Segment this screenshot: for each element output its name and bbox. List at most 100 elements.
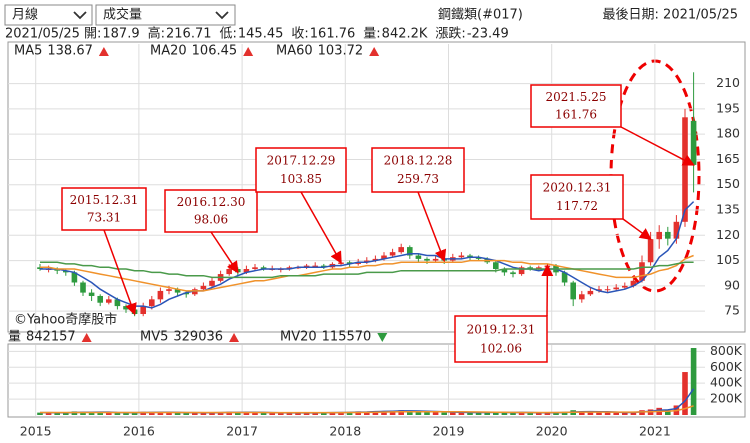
quote-value: 216.71 — [166, 27, 212, 42]
volume-bar — [278, 413, 284, 415]
volume-bar — [45, 412, 52, 415]
period-select[interactable] — [4, 4, 93, 26]
legend-value: 115570 — [322, 330, 372, 345]
x-tick-label: 2015 — [20, 424, 52, 439]
volume-bar — [166, 412, 172, 415]
legend-name: 量 — [8, 330, 21, 345]
candle-body — [398, 247, 404, 253]
candle-body — [63, 270, 69, 273]
mv-line — [40, 388, 695, 414]
candle-body — [587, 290, 594, 295]
annotation-value: 103.85 — [280, 172, 322, 186]
candle-body — [415, 255, 422, 259]
volume-bar — [690, 348, 697, 415]
volume-panel — [7, 343, 746, 418]
candle-body — [518, 267, 525, 275]
volume-bar — [252, 412, 258, 415]
volume-bar — [450, 412, 456, 415]
candle-body — [166, 289, 172, 291]
legend-name: MA60 — [276, 44, 313, 59]
y-tick-label: 195 — [716, 100, 740, 115]
candle-body — [226, 269, 232, 275]
quote-value: 842.2K — [382, 27, 428, 42]
candle-body — [140, 306, 146, 315]
period-text: 月線 — [12, 7, 38, 23]
volume-bar — [63, 412, 69, 415]
watermark: ©Yahoo奇摩股市 — [14, 312, 117, 328]
volume-bar — [346, 411, 353, 415]
candle-body — [389, 252, 396, 256]
ma-line — [40, 254, 694, 292]
annotation-date: 2021.5.25 — [545, 90, 606, 104]
volume-bar — [398, 410, 404, 415]
candle-body — [260, 267, 267, 270]
candle-body — [501, 269, 508, 273]
candle-body — [149, 299, 155, 307]
trend-icon — [229, 333, 240, 342]
y-tick-label: 180 — [716, 126, 740, 141]
annotation-box — [530, 174, 624, 220]
indicator-select[interactable] — [95, 4, 236, 26]
volume-bar — [561, 411, 568, 415]
volume-bar — [579, 411, 585, 415]
volume-bar — [286, 413, 293, 415]
quote-label: 低: — [220, 27, 237, 42]
candle-body — [372, 258, 379, 261]
volume-bar — [217, 412, 224, 415]
volume-bar — [458, 412, 465, 415]
candle-body — [622, 285, 628, 288]
quote-value: 161.76 — [310, 27, 356, 42]
volume-bar — [157, 412, 164, 415]
candle-body — [527, 267, 533, 270]
y-tick-label: 400K — [710, 375, 743, 390]
volume-bar — [493, 411, 499, 415]
candle-body — [209, 280, 215, 286]
volume-bar — [54, 413, 60, 415]
candle-body — [303, 265, 310, 268]
volume-bar — [467, 412, 473, 415]
volume-bar — [235, 412, 241, 415]
annotation-arrow — [417, 191, 447, 262]
annotation-value: 73.31 — [87, 211, 121, 225]
candle-body — [424, 258, 430, 261]
trend-icon — [81, 333, 92, 342]
quote-label: 高: — [148, 26, 165, 42]
volume-bar — [510, 412, 516, 415]
annotation-date: 2016.12.30 — [177, 195, 246, 209]
last-date: 最後日期: 2021/05/25 — [603, 8, 738, 23]
volume-bar — [501, 412, 508, 415]
volume-bar — [88, 412, 95, 415]
annotation-value: 117.72 — [556, 199, 598, 213]
volume-bar — [630, 411, 637, 415]
annotation-arrow — [620, 126, 695, 166]
price-panel — [7, 41, 746, 333]
candle-body — [458, 255, 465, 258]
volume-bar — [295, 412, 301, 415]
candle-body — [475, 257, 482, 259]
candle-body — [467, 255, 473, 258]
y-tick-label: 90 — [724, 277, 740, 292]
volume-bar — [192, 412, 198, 415]
annotation-box — [164, 189, 258, 233]
quote-value: 145.45 — [238, 27, 284, 42]
legend-value: 329036 — [173, 330, 223, 345]
volume-bar — [484, 412, 490, 415]
volume-bar — [622, 412, 628, 415]
y-tick-label: 600K — [710, 359, 743, 374]
candle-body — [656, 231, 662, 240]
annotation-date: 2015.12.31 — [70, 193, 139, 207]
volume-bar — [536, 412, 542, 415]
annotation-box — [371, 147, 465, 193]
quote-value: 187.9 — [102, 27, 139, 42]
trend-icon — [369, 47, 380, 56]
candle-body — [682, 117, 688, 222]
volume-bar — [364, 411, 370, 415]
quote-label: 漲跌: — [435, 26, 465, 42]
legend-value: 842157 — [26, 330, 76, 345]
volume-bar — [329, 412, 336, 415]
volume-bar — [200, 412, 207, 415]
ma-line — [40, 261, 694, 279]
candle-body — [157, 290, 164, 300]
candle-body — [286, 267, 293, 270]
candle-body — [604, 289, 611, 291]
